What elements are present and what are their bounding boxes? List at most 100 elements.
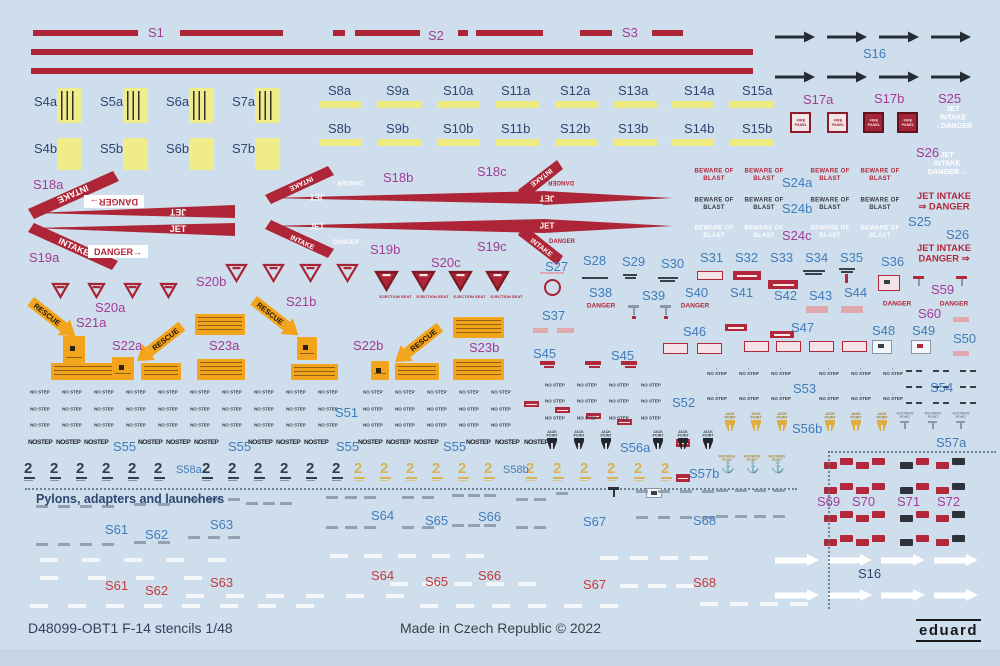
micro-stencil [524,401,539,407]
red-stripe-stencil [31,49,753,55]
panel-pair-stencil [856,458,886,470]
label-S6b: S6b [166,141,190,156]
no-step-stencil: NO STEP [363,389,383,395]
no-step-stencil: NO STEP [222,406,242,412]
label-S52: S52 [672,395,696,410]
yellow-dash-stencil [378,139,421,146]
jack-point-caption: JACK POINT [750,411,762,420]
no-step-condensed-stencil: NOSTEP [358,438,383,446]
micro-stencil [845,274,848,283]
yellow-dash-stencil [730,101,773,108]
anchor-icon: ⚓ [771,462,785,474]
no-step-stencil: NO STEP [609,415,629,421]
no-step-stencil: NO STEP [286,422,306,428]
jack-point-caption: JACK POINT [776,411,788,420]
footer-product-code: D48099-OBT1 F-14 stencils 1/48 [28,620,233,636]
no-step-stencil: NO STEP [94,389,114,395]
numeral-2-stencil: 2 [228,461,239,481]
svg-text:DANGER→: DANGER→ [333,240,365,246]
numeral-2-stencil: 2 [154,461,165,481]
label-S58a: S58a [176,464,202,476]
label-S55: S55 [113,439,137,454]
rescue-instruction-box [195,314,245,335]
beware-of-blast-stencil: BEWARE OF BLAST [860,167,900,183]
no-step-condensed-stencil: NOSTEP [56,438,81,446]
stencil-layer: FIRE PANEL FIRE PANEL FIRE PANEL FIRE PANEL… [0,0,1000,609]
micro-stencil [878,275,900,291]
yellow-dash-stencil [614,101,657,108]
label-S4b: S4b [34,141,58,156]
label-S45: S45 [611,348,635,363]
label-S64: S64 [371,508,395,523]
no-step-stencil: NO STEP [254,422,274,428]
micro-stencil [841,306,863,313]
warning-triangle-stencil [51,282,70,304]
warning-triangle-stencil: EJECTION SEAT [374,270,411,299]
svg-text:JET: JET [310,193,325,202]
label-S22b: S22b [353,338,384,353]
yellow-dash-stencil [496,139,539,146]
beware-of-blast-stencil: BEWARE OF BLAST [694,167,734,183]
ejection-seat-caption: EJECTION SEAT [453,294,486,300]
label-S38: S38 [589,285,613,300]
no-step-stencil: NO STEP [62,422,82,428]
label-S12a: S12a [560,83,591,98]
mooring-caption: MOORING POINT [896,411,914,420]
no-step-stencil: NO STEP [427,389,447,395]
eduard-logo: eduard [916,619,982,643]
no-step-stencil: ↑ NO STEP [771,366,791,377]
label-S5b: S5b [100,141,124,156]
label-S17b: S17b [874,91,905,106]
label-S5a: S5a [100,94,124,109]
label-S62: S62 [145,583,169,598]
micro-stencil [544,366,554,368]
no-step-stencil: NO STEP [395,389,415,395]
no-step-stencil: NO STEP [190,406,210,412]
svg-text:DANGER: DANGER [549,239,576,245]
label-S3: S3 [622,25,638,40]
jack-point-caption: JACK POINT [724,411,736,420]
anchor-icon: ⚓ [721,462,735,474]
rescue-instruction-box [141,363,181,380]
svg-text:DANGER: DANGER [547,179,574,185]
micro-stencil [806,306,828,313]
no-step-stencil: NO STEP [395,406,415,412]
no-step-stencil: NO STEP [641,382,661,388]
label-S33: S33 [770,250,794,265]
dotted-divider [828,451,996,453]
yellow-dash-stencil [496,101,539,108]
no-step-stencil: NO STEP [190,389,210,395]
micro-stencil [582,277,608,279]
label-S46: S46 [683,324,707,339]
label-S37: S37 [542,308,566,323]
yellow-dash-stencil [730,139,773,146]
panel-pair-stencil [936,535,966,547]
no-step-stencil: ↑ NO STEP [739,391,759,402]
no-step-stencil: NO STEP [459,422,479,428]
red-stripe-stencil [355,30,420,36]
no-step-stencil: ↑ NO STEP [851,366,871,377]
numeral-2-stencil: 2 [380,461,391,481]
micro-stencil [809,341,834,352]
jack-glyph-icon [601,438,611,449]
micro-stencil [841,271,853,273]
label-S9a: S9a [386,83,410,98]
jack-glyph-icon [751,420,761,431]
yellow-dash-stencil [671,139,714,146]
yellow-dash-stencil [319,139,362,146]
warning-triangle-stencil [87,282,106,304]
label-S50: S50 [953,331,977,346]
rescue-arrow-stencil: RESCUE [250,296,299,336]
warning-triangle-stencil [159,282,178,304]
panel-pair-stencil [936,511,966,523]
label-S61: S61 [105,522,129,537]
label-S16: S16 [858,566,882,581]
no-step-stencil: NO STEP [222,389,242,395]
label-S7a: S7a [232,94,256,109]
micro-stencil [585,361,601,365]
label-S65: S65 [425,513,449,528]
label-S61: S61 [105,578,129,593]
